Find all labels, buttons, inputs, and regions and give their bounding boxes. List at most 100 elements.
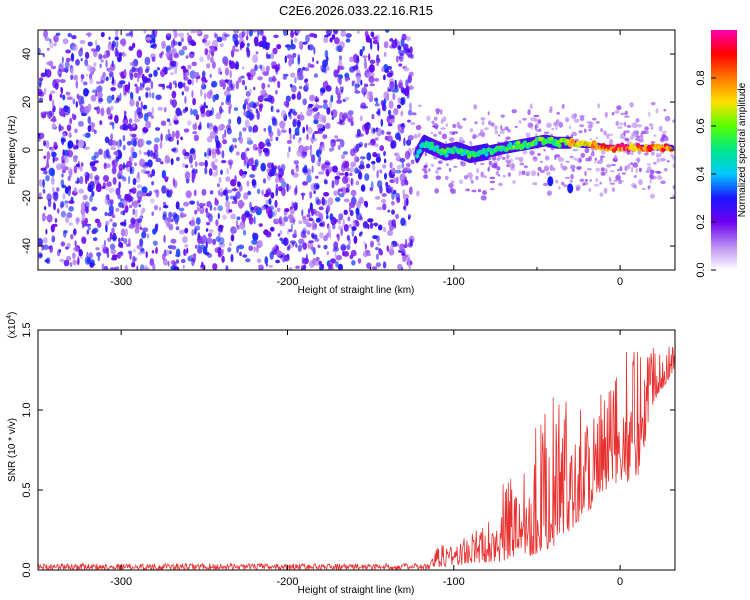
noise-cell (246, 139, 254, 145)
noise-cell (186, 247, 189, 254)
noise-cell (374, 137, 379, 141)
noise-cell (204, 152, 207, 157)
x-tick-label: -100 (443, 576, 465, 588)
noise-cell (112, 222, 117, 228)
noise-cell (316, 123, 324, 129)
noise-cell (326, 214, 329, 220)
noise-cell (190, 39, 195, 44)
noise-cell (209, 131, 217, 139)
noise-cell (208, 122, 214, 131)
noise-cell (629, 102, 634, 108)
noise-cell (301, 256, 305, 265)
noise-cell (363, 241, 366, 245)
noise-cell (666, 160, 670, 163)
noise-cell (388, 100, 394, 109)
noise-cell (283, 216, 289, 223)
noise-cell (340, 228, 344, 236)
noise-cell (185, 190, 192, 199)
noise-cell (237, 244, 245, 250)
noise-cell (289, 240, 297, 245)
noise-cell (118, 241, 124, 248)
noise-cell (262, 148, 269, 153)
noise-cell (205, 207, 209, 214)
noise-cell (166, 188, 170, 195)
noise-cell (352, 53, 359, 63)
noise-cell (265, 231, 272, 238)
noise-cell (558, 186, 561, 190)
noise-cell (328, 263, 333, 270)
noise-cell (183, 201, 190, 207)
noise-cell (660, 180, 666, 185)
noise-cell (544, 165, 549, 172)
signal-cell (533, 141, 538, 146)
noise-cell (350, 249, 357, 257)
noise-cell (367, 142, 374, 146)
noise-cell (204, 159, 208, 168)
noise-cell (376, 170, 379, 179)
noise-cell (62, 149, 65, 157)
noise-cell (81, 236, 87, 244)
noise-cell (288, 267, 293, 270)
noise-cell (315, 256, 320, 262)
noise-cell (183, 155, 189, 160)
noise-cell (436, 112, 440, 115)
snr-x-label: Height of straight line (km) (298, 585, 415, 596)
noise-cell (210, 56, 214, 64)
noise-cell (107, 237, 112, 242)
noise-cell (177, 32, 185, 38)
noise-cell (225, 94, 231, 103)
noise-cell (62, 169, 66, 173)
noise-cell (616, 105, 622, 111)
noise-cell (335, 171, 341, 177)
noise-cell (101, 186, 106, 190)
noise-cell (77, 160, 81, 170)
noise-cell (401, 161, 405, 169)
noise-cell (565, 117, 570, 123)
noise-cell (128, 223, 135, 229)
noise-cell (67, 32, 72, 38)
noise-cell (547, 190, 552, 196)
noise-cell (109, 243, 116, 251)
noise-cell (291, 85, 297, 93)
noise-cell (337, 145, 341, 150)
noise-cell (340, 243, 347, 252)
noise-cell (315, 95, 318, 103)
noise-cell (128, 204, 133, 209)
spectrogram-signal (414, 134, 675, 194)
noise-cell (450, 180, 455, 184)
noise-cell (126, 141, 132, 146)
noise-cell (145, 140, 152, 145)
noise-cell (104, 211, 108, 217)
noise-cell (302, 218, 309, 225)
noise-cell (213, 126, 218, 131)
noise-cell (201, 83, 204, 88)
noise-cell (263, 93, 269, 98)
noise-cell (496, 157, 501, 161)
noise-cell (225, 265, 229, 270)
noise-cell (87, 226, 91, 231)
noise-cell (165, 52, 170, 58)
noise-cell (306, 222, 312, 228)
noise-cell (267, 187, 271, 193)
noise-cell (359, 156, 366, 160)
noise-cell (367, 223, 370, 230)
noise-cell (366, 152, 372, 161)
noise-cell (285, 95, 291, 102)
noise-cell (396, 104, 402, 109)
noise-cell (619, 122, 624, 126)
noise-cell (301, 243, 307, 249)
noise-cell (664, 168, 668, 172)
noise-cell (288, 229, 293, 233)
noise-cell (172, 266, 180, 270)
noise-cell (555, 125, 558, 131)
signal-cell (417, 148, 423, 154)
noise-cell (364, 201, 369, 208)
noise-cell (295, 243, 298, 248)
noise-cell (345, 38, 351, 43)
noise-cell (335, 197, 341, 202)
noise-cell (139, 238, 144, 247)
noise-cell (555, 179, 559, 184)
noise-cell (87, 41, 93, 47)
noise-cell (277, 80, 281, 89)
